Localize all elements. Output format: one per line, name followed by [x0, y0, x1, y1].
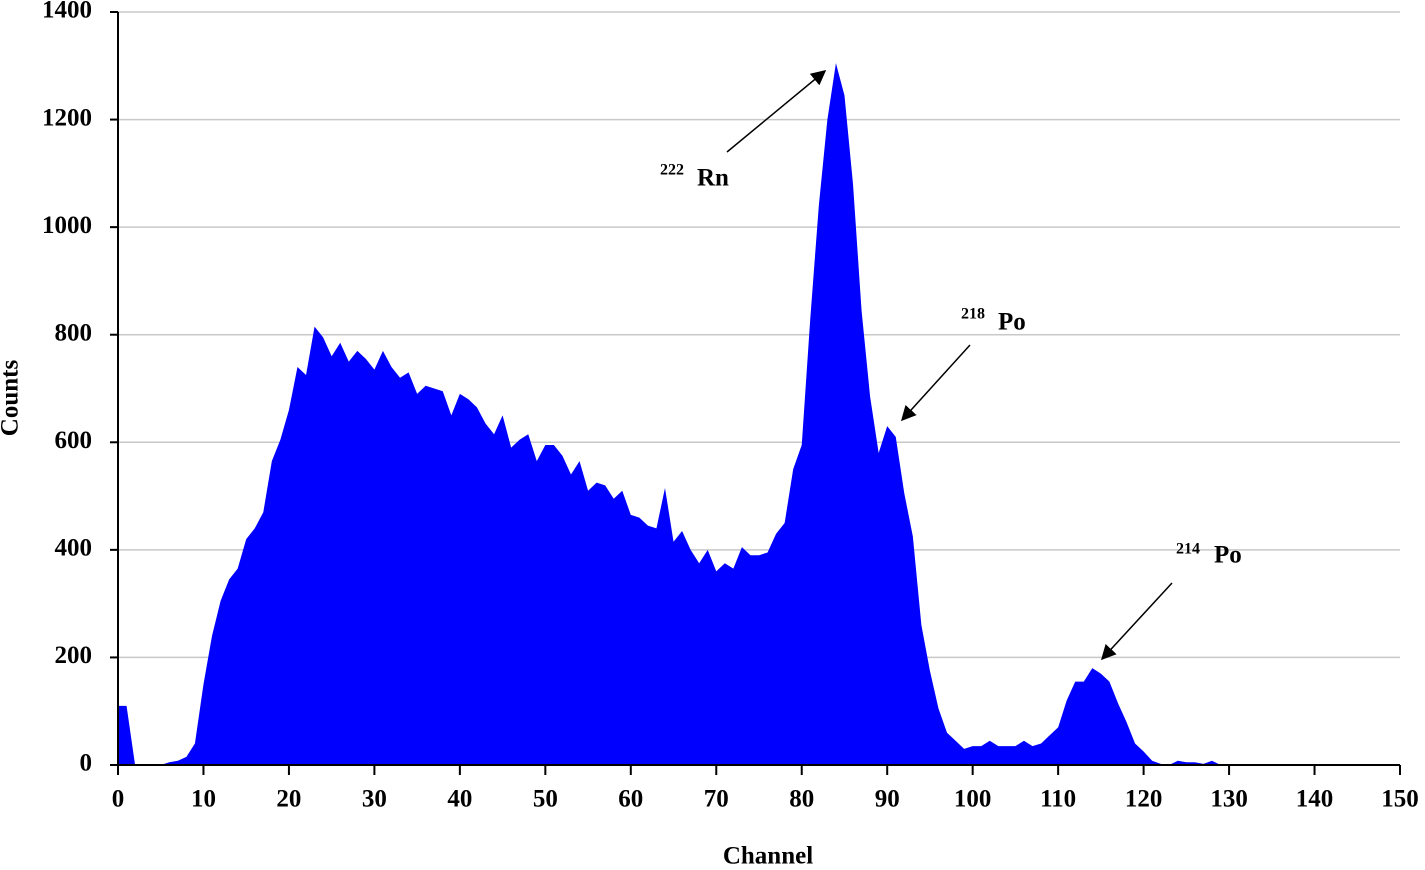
arrow: [900, 344, 971, 422]
x-tick-label: 80: [789, 786, 814, 813]
area: [118, 63, 1400, 765]
x-tick-label: 110: [1040, 786, 1076, 813]
x-tick-label: 60: [618, 786, 643, 813]
annotation-sup: 222: [660, 162, 684, 179]
annotation: Po: [1214, 542, 1242, 569]
y-axis-label: Counts: [0, 360, 24, 437]
x-tick-label: 20: [276, 786, 301, 813]
x-tick-label: 10: [191, 786, 216, 813]
arrow: [1100, 582, 1173, 661]
y-tick-label: 1000: [42, 212, 92, 239]
y-tick-label: 600: [55, 427, 93, 454]
x-tick-label: 50: [533, 786, 558, 813]
x-tick-label: 40: [447, 786, 472, 813]
y-tick-label: 1200: [42, 104, 92, 131]
arrow: [726, 70, 827, 153]
annotation: Po: [998, 309, 1026, 336]
y-tick-label: 0: [80, 750, 93, 777]
y-tick-label: 1400: [42, 0, 92, 24]
x-tick-label: 120: [1125, 786, 1163, 813]
y-tick-label: 200: [55, 642, 93, 669]
x-tick-label: 150: [1381, 786, 1419, 813]
x-tick-label: 30: [362, 786, 387, 813]
x-axis-label: Channel: [723, 843, 813, 870]
x-tick-label: 70: [704, 786, 729, 813]
area-layer: [118, 63, 1400, 765]
x-tick-label: 130: [1210, 786, 1248, 813]
axes: 0 200 400 600 800 1000 1200 1400 0 10 20 30 40 50 60 70…: [42, 0, 1419, 813]
annotation-sup: 214: [1176, 541, 1200, 558]
x-tick-label: 0: [112, 786, 125, 813]
annotation-sup: 218: [961, 306, 985, 323]
x-tick-label: 90: [875, 786, 900, 813]
x-tick-label: 100: [954, 786, 992, 813]
y-tick-label: 400: [55, 535, 93, 562]
y-tick-label: 800: [55, 319, 93, 346]
x-tick-label: 140: [1296, 786, 1334, 813]
annotation: Rn: [697, 165, 729, 192]
